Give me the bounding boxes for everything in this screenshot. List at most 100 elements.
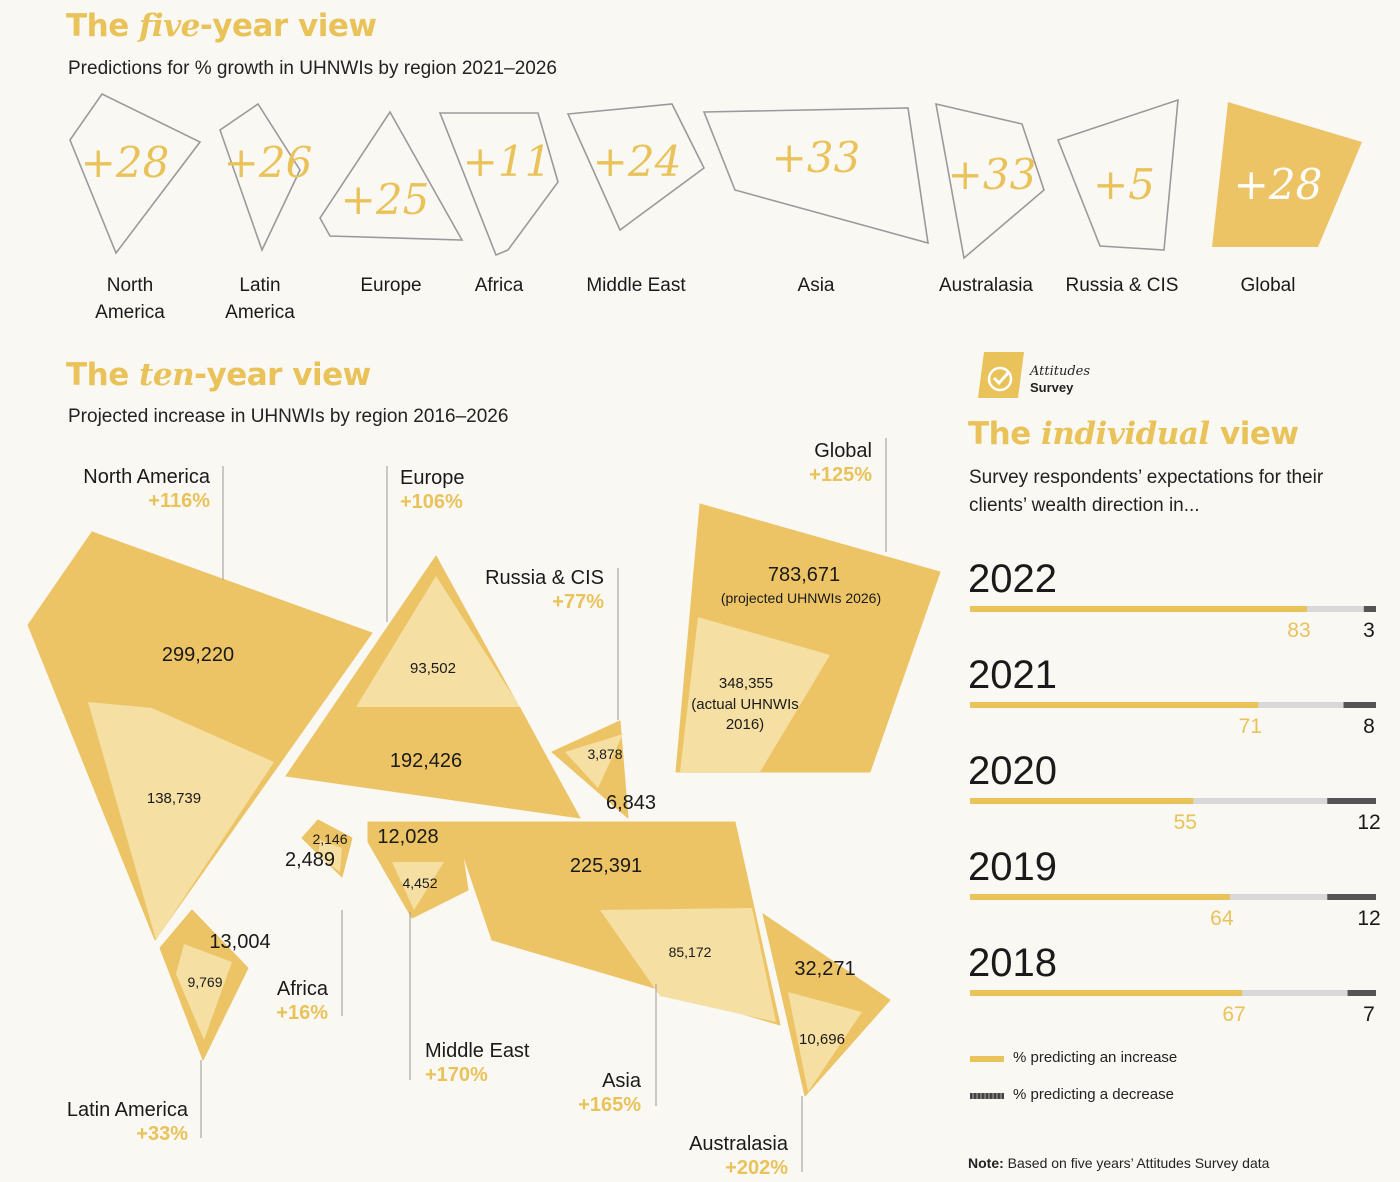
ten-year-value-2026-8: 13,004 — [209, 931, 270, 953]
survey-bar-decrease-2020 — [1327, 798, 1376, 804]
ten-year-growth-7: +202% — [725, 1157, 788, 1179]
ten-year-shape-2016-3 — [680, 617, 830, 772]
five-year-title: The five-year view — [66, 8, 377, 44]
ten-year-value-2016-6: 85,172 — [669, 944, 712, 960]
five-year-shape-0 — [69, 92, 202, 255]
ten-year-subtitle: Projected increase in UHNWIs by region 2… — [68, 406, 509, 427]
ten-year-growth-3: +125% — [809, 464, 872, 486]
five-year-value-7: +5 — [1093, 160, 1155, 209]
survey-decrease-value-2019: 12 — [1357, 907, 1380, 930]
survey-year-2018: 2018 — [968, 941, 1057, 985]
individual-title-post: view — [1209, 416, 1299, 452]
ten-year-value-2026-1: 192,426 — [390, 750, 462, 772]
survey-increase-value-2021: 71 — [1239, 715, 1262, 738]
five-year-label-7-0: Russia & CIS — [1066, 275, 1179, 296]
five-year-value-5: +33 — [772, 133, 861, 182]
ten-year-region-5: Middle East — [425, 1040, 530, 1062]
ten-year-value-2026-4: 2,489 — [285, 849, 335, 871]
five-year-shape-3 — [438, 112, 559, 257]
survey-bar-increase-2020 — [970, 798, 1194, 804]
ten-year-value-2026-0: 299,220 — [162, 644, 234, 666]
ten-year-growth-6: +165% — [578, 1094, 641, 1116]
individual-title-pre: The — [968, 416, 1042, 452]
survey-decrease-value-2021: 8 — [1363, 715, 1375, 738]
survey-bar-increase-2019 — [970, 894, 1230, 900]
ten-year-shape-2016-8 — [176, 944, 232, 1040]
survey-increase-value-2018: 67 — [1222, 1003, 1245, 1026]
ten-year-title: The ten-year view — [66, 357, 371, 393]
ten-year-title-italic: ten — [139, 357, 195, 393]
ten-year-region-0: North America — [83, 466, 211, 488]
five-year-shape-1 — [219, 102, 301, 253]
ten-year-value-2016-2: 3,878 — [587, 746, 622, 762]
ten-year-growth-5: +170% — [425, 1064, 488, 1086]
ten-year-value-2016-1: 93,502 — [410, 660, 456, 677]
footnote-label: Note: — [968, 1155, 1004, 1171]
ten-year-shape-2016-7 — [788, 992, 862, 1092]
global-2016-note-0: (actual UHNWIs — [691, 696, 799, 713]
individual-title-italic: individual — [1041, 416, 1210, 452]
ten-year-value-2026-6: 225,391 — [570, 855, 642, 877]
ten-year-region-1: Europe — [400, 467, 465, 489]
five-year-label-1-0: Latin — [239, 275, 280, 296]
global-2016-note-1: 2016) — [726, 716, 764, 733]
legend-increase-label: % predicting an increase — [1013, 1049, 1178, 1066]
five-year-shape-8 — [1212, 102, 1362, 247]
survey-year-2022: 2022 — [968, 557, 1057, 601]
ten-year-value-2026-2: 6,843 — [606, 792, 656, 814]
ten-year-region-4: Africa — [277, 978, 329, 1000]
survey-decrease-value-2018: 7 — [1363, 1003, 1375, 1026]
ten-year-shape-2016-0 — [88, 702, 274, 940]
ten-year-title-post: -year view — [194, 357, 371, 393]
five-year-value-4: +24 — [593, 137, 682, 186]
five-year-value-3: +11 — [463, 137, 552, 186]
five-year-shape-4 — [566, 103, 706, 232]
five-year-value-0: +28 — [81, 138, 170, 187]
ten-year-value-2026-7: 32,271 — [794, 958, 855, 980]
five-year-label-4-0: Middle East — [586, 275, 686, 296]
five-year-label-0-1: America — [95, 302, 165, 323]
survey-bar-decrease-2022 — [1363, 606, 1376, 612]
five-year-label-1-1: America — [225, 302, 295, 323]
ten-year-region-6: Asia — [602, 1070, 642, 1092]
ten-year-value-2016-8: 9,769 — [187, 974, 222, 990]
survey-increase-value-2022: 83 — [1287, 619, 1310, 642]
survey-year-2021: 2021 — [968, 653, 1057, 697]
ten-year-value-2026-5: 12,028 — [377, 826, 438, 848]
five-year-label-2-0: Europe — [360, 275, 421, 296]
ten-year-value-2016-3: 348,355 — [719, 675, 773, 692]
legend-decrease-label: % predicting a decrease — [1013, 1086, 1174, 1103]
ten-year-growth-1: +106% — [400, 491, 463, 513]
five-year-title-pre: The — [66, 8, 140, 44]
five-year-subtitle: Predictions for % growth in UHNWIs by re… — [68, 58, 557, 79]
badge-label-1: Attitudes — [1030, 364, 1091, 379]
legend-increase-swatch — [970, 1056, 1004, 1062]
five-year-shape-6 — [934, 102, 1045, 260]
badge-check-icon — [978, 352, 1024, 398]
ten-year-region-3: Global — [814, 440, 872, 462]
survey-increase-value-2019: 64 — [1210, 907, 1234, 930]
badge-label-2: Survey — [1030, 380, 1074, 395]
five-year-label-5-0: Asia — [798, 275, 835, 296]
ten-year-region-7: Australasia — [689, 1133, 789, 1155]
five-year-value-2: +25 — [341, 175, 430, 224]
ten-year-shape-2016-2 — [565, 734, 623, 788]
attitudes-survey-badge: Attitudes Survey — [978, 352, 1118, 400]
five-year-shape-2 — [319, 110, 464, 241]
survey-bar-decrease-2018 — [1347, 990, 1376, 996]
survey-bar-decrease-2021 — [1343, 702, 1376, 708]
ten-year-growth-0: +116% — [148, 490, 210, 512]
footnote-text: Based on five years’ Attitudes Survey da… — [1003, 1155, 1270, 1171]
ten-year-shape-2016-1 — [356, 576, 520, 707]
five-year-label-8-0: Global — [1241, 275, 1296, 296]
survey-year-2020: 2020 — [968, 749, 1057, 793]
five-year-shape-7 — [1056, 98, 1179, 251]
five-year-label-3-0: Africa — [475, 275, 524, 296]
ten-year-region-2: Russia & CIS — [485, 567, 604, 589]
five-year-shape-5 — [702, 107, 929, 245]
survey-year-2019: 2019 — [968, 845, 1057, 889]
ten-year-shape-2016-5 — [392, 862, 444, 910]
ten-year-value-2016-0: 138,739 — [147, 790, 201, 807]
individual-subtitle-line-2: clients’ wealth direction in... — [969, 495, 1200, 516]
